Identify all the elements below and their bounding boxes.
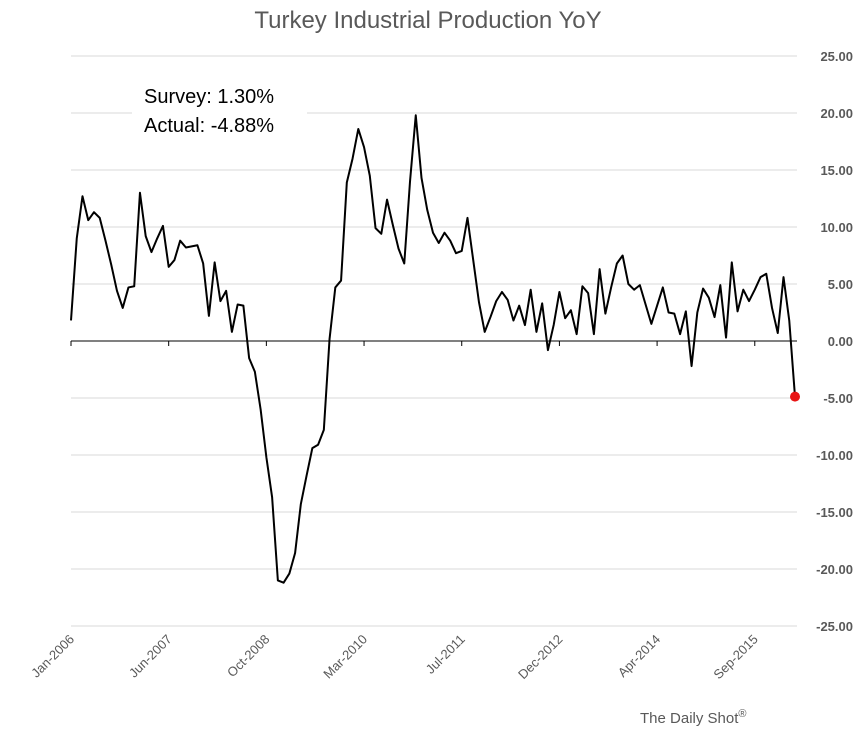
y-tick-label: -5.00 xyxy=(823,391,853,406)
chart-title: Turkey Industrial Production YoY xyxy=(254,7,601,34)
annotation-box: Survey: 1.30% Actual: -4.88% xyxy=(132,80,307,138)
annotation-background xyxy=(132,80,307,138)
y-tick-label: 15.00 xyxy=(820,163,853,178)
x-tick-label: Mar-2010 xyxy=(320,632,370,682)
x-tick-label: Jul-2011 xyxy=(423,632,468,677)
y-tick-label: -20.00 xyxy=(816,562,853,577)
x-tick-label: Apr-2014 xyxy=(615,632,663,680)
annotation-actual: Actual: -4.88% xyxy=(144,115,274,137)
x-tick-label: Jun-2007 xyxy=(126,632,175,681)
x-tick-label: Dec-2012 xyxy=(515,632,565,682)
source-label: The Daily Shot® xyxy=(640,708,747,727)
annotation-survey: Survey: 1.30% xyxy=(144,86,274,108)
series-layer xyxy=(70,114,800,584)
y-axis-ticks: 25.00 20.00 15.00 10.00 5.00 0.00 -5.00 -10.00 -… xyxy=(816,49,853,634)
y-tick-label: -10.00 xyxy=(816,448,853,463)
y-tick-label: 5.00 xyxy=(828,277,853,292)
y-tick-label: 10.00 xyxy=(820,220,853,235)
series-line xyxy=(70,114,796,584)
x-tick-label: Oct-2008 xyxy=(224,632,272,680)
source-text: The Daily Shot xyxy=(640,710,739,727)
y-tick-label: -25.00 xyxy=(816,619,853,634)
latest-point-marker xyxy=(790,391,800,402)
y-tick-label: 0.00 xyxy=(828,334,853,349)
registered-mark: ® xyxy=(738,708,746,720)
y-tick-label: 20.00 xyxy=(820,106,853,121)
x-tick-label: Sep-2015 xyxy=(710,632,760,682)
x-tick-label: Jan-2006 xyxy=(28,632,77,681)
y-tick-label: 25.00 xyxy=(820,49,853,64)
x-axis-ticks: Jan-2006 Jun-2007 Oct-2008 Mar-2010 Jul-2011… xyxy=(28,341,761,682)
y-tick-label: -15.00 xyxy=(816,505,853,520)
